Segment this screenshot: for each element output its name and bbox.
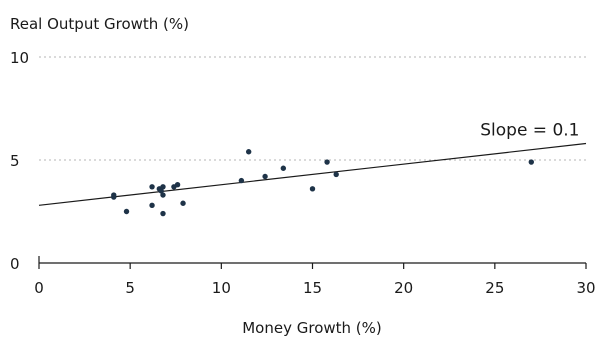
data-points — [111, 149, 534, 217]
x-tick-label-20: 20 — [394, 279, 413, 297]
x-tick-label-15: 15 — [303, 279, 322, 297]
data-point-15 — [262, 173, 268, 180]
data-point-8 — [160, 184, 166, 190]
data-point-19 — [333, 171, 339, 178]
data-point-6 — [158, 188, 164, 194]
y-tick-label-10: 10 — [10, 49, 29, 67]
y-tick-label-5: 5 — [10, 152, 20, 170]
data-point-9 — [160, 210, 166, 217]
x-tick-label-5: 5 — [125, 279, 135, 297]
data-point-1 — [111, 194, 117, 200]
annotations: Slope = 0.1 — [480, 120, 579, 140]
data-point-2 — [123, 208, 130, 215]
trendline-group — [38, 142, 587, 206]
grid-lines — [39, 56, 586, 161]
data-point-4 — [149, 202, 155, 209]
slope-annotation: Slope = 0.1 — [480, 120, 579, 140]
y-tick-label-0: 0 — [10, 255, 20, 273]
tick-labels: 0 5 10 15 20 25 30 0 5 10 — [10, 49, 596, 297]
x-tick-label-10: 10 — [212, 279, 231, 297]
x-tick-label-0: 0 — [34, 279, 44, 297]
data-point-14 — [245, 149, 252, 155]
data-point-13 — [238, 177, 245, 184]
axes — [38, 256, 587, 269]
data-point-12 — [180, 200, 186, 206]
trendline — [38, 142, 587, 206]
y-axis-label: Real Output Growth (%) — [10, 15, 189, 33]
data-point-3 — [149, 184, 155, 190]
data-point-7 — [160, 192, 166, 198]
x-axis-label: Money Growth (%) — [242, 319, 382, 337]
data-point-18 — [324, 159, 330, 165]
data-point-20 — [528, 159, 534, 165]
data-point-11 — [174, 182, 181, 188]
data-point-16 — [280, 165, 287, 171]
x-tick-label-30: 30 — [576, 279, 595, 297]
data-point-17 — [309, 186, 316, 192]
x-tick-label-25: 25 — [485, 279, 504, 297]
